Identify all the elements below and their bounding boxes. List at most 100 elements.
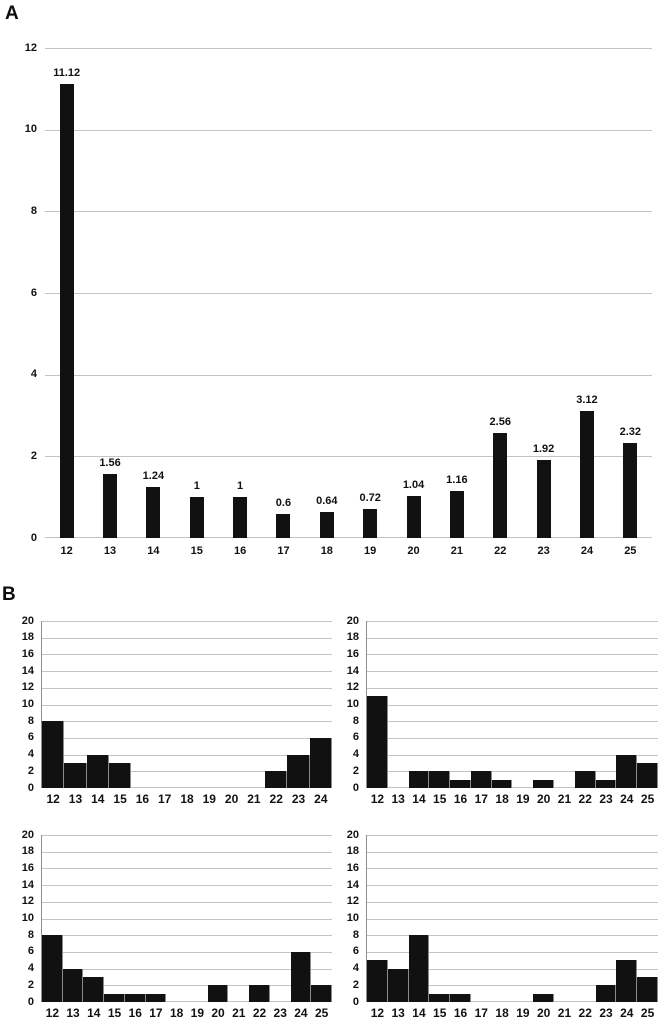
y-tick-label: 6 [352, 945, 359, 958]
bar [367, 696, 388, 788]
bar [491, 779, 513, 788]
bar [616, 960, 638, 1002]
gridline [42, 834, 332, 836]
gridline [367, 851, 658, 853]
y-tick-label: 12 [24, 41, 37, 54]
gridline [42, 637, 332, 639]
bar-value-label: 1.16 [446, 473, 468, 486]
gridline [42, 787, 332, 788]
x-tick-label: 14 [87, 1006, 101, 1020]
gridline [367, 934, 658, 936]
bar [42, 935, 63, 1002]
x-tick-label: 21 [232, 1006, 246, 1020]
bar-value-label: 1 [237, 480, 244, 493]
y-tick-label: 6 [352, 731, 359, 744]
y-tick-label: 14 [346, 664, 359, 677]
gridline [367, 901, 658, 903]
x-tick-label: 24 [314, 792, 328, 806]
y-tick-label: 16 [346, 861, 359, 874]
panel-b-chart-bottom-left: 20 18 16 14 12 10 8 6 4 2 0 12 13 14 15 16 17 18 19 20 21 22 2… [22, 829, 332, 1020]
y-tick-label: 12 [346, 681, 359, 694]
x-tick-label: 24 [620, 792, 634, 806]
x-tick-label: 24 [294, 1006, 308, 1020]
bar [233, 497, 248, 538]
y-tick-label: 2 [27, 764, 34, 777]
gridline [367, 1001, 658, 1002]
bar [290, 951, 312, 1002]
bar-value-label: 1.04 [402, 478, 425, 491]
x-tick-label: 25 [640, 1006, 655, 1020]
gridline [42, 737, 332, 739]
bar [309, 737, 332, 788]
y-tick-label: 0 [27, 781, 34, 794]
gridline [367, 670, 658, 672]
panel-b-chart-top-left: 20 18 16 14 12 10 8 6 4 2 0 12 13 14 15 16 17 18 19 20 21 22 2… [22, 615, 332, 806]
x-tick-label: 15 [433, 792, 447, 806]
y-tick-label: 20 [346, 828, 359, 841]
bar [533, 993, 555, 1002]
panel-a-chart: 12 10 8 6 4 2 0 11.12 12 1.56 13 1.24 14 1 15 1 16 0.6 17 0… [25, 42, 652, 557]
bar [449, 490, 464, 538]
gridline [367, 834, 658, 836]
y-axis-line [366, 835, 367, 1002]
y-tick-label: 10 [346, 912, 359, 924]
gridline [45, 292, 652, 294]
gridline [42, 653, 332, 655]
gridline [42, 951, 332, 953]
x-tick-label: 16 [128, 1006, 142, 1020]
y-tick-label: 12 [346, 895, 359, 908]
x-tick-label: 20 [536, 792, 551, 806]
x-tick-label: 24 [580, 545, 594, 557]
y-tick-label: 6 [27, 945, 34, 958]
y-tick-label: 0 [352, 995, 359, 1008]
gridline [367, 754, 658, 756]
gridline [367, 884, 658, 886]
y-tick-label: 14 [346, 878, 359, 891]
gridline [45, 47, 652, 49]
x-tick-label: 16 [453, 792, 468, 806]
y-tick-label: 8 [30, 204, 37, 217]
bar [265, 771, 288, 788]
bar [450, 779, 471, 788]
bar [536, 459, 551, 538]
bar-value-label: 11.12 [53, 66, 81, 79]
x-tick-label: 22 [578, 1006, 592, 1020]
gridline [45, 374, 652, 376]
x-tick-label: 15 [107, 1006, 122, 1020]
y-tick-label: 20 [346, 614, 359, 627]
y-tick-label: 18 [346, 631, 359, 644]
gridline [367, 918, 658, 920]
x-tick-label: 14 [412, 1006, 426, 1020]
gridline [367, 687, 658, 689]
gridline [367, 787, 658, 788]
y-axis-line [41, 621, 42, 788]
x-tick-label: 17 [474, 792, 488, 806]
bar [124, 993, 146, 1002]
x-tick-label: 13 [391, 792, 405, 806]
x-tick-label: 20 [407, 545, 420, 557]
bar-value-label: 0.72 [359, 491, 381, 504]
x-tick-label: 24 [620, 1006, 634, 1020]
x-tick-label: 19 [202, 792, 216, 806]
y-tick-label: 8 [27, 714, 34, 727]
gridline [45, 537, 652, 538]
bar [579, 410, 594, 538]
y-tick-label: 0 [30, 531, 37, 544]
bar [387, 968, 409, 1002]
bar [637, 762, 658, 788]
gridline [42, 934, 332, 936]
x-tick-label: 22 [252, 1006, 267, 1020]
x-tick-label: 13 [391, 1006, 405, 1020]
y-axis-line [366, 621, 367, 788]
x-tick-label: 16 [233, 545, 247, 557]
y-tick-label: 10 [346, 698, 359, 710]
y-tick-label: 8 [352, 714, 359, 727]
y-tick-label: 0 [27, 995, 34, 1008]
x-tick-label: 16 [453, 1006, 468, 1020]
bar-value-label: 2.32 [619, 426, 642, 439]
y-tick-label: 6 [27, 731, 34, 744]
x-tick-label: 21 [450, 545, 463, 557]
y-tick-label: 12 [21, 681, 34, 694]
x-tick-label: 14 [412, 792, 426, 806]
bar [493, 433, 508, 538]
